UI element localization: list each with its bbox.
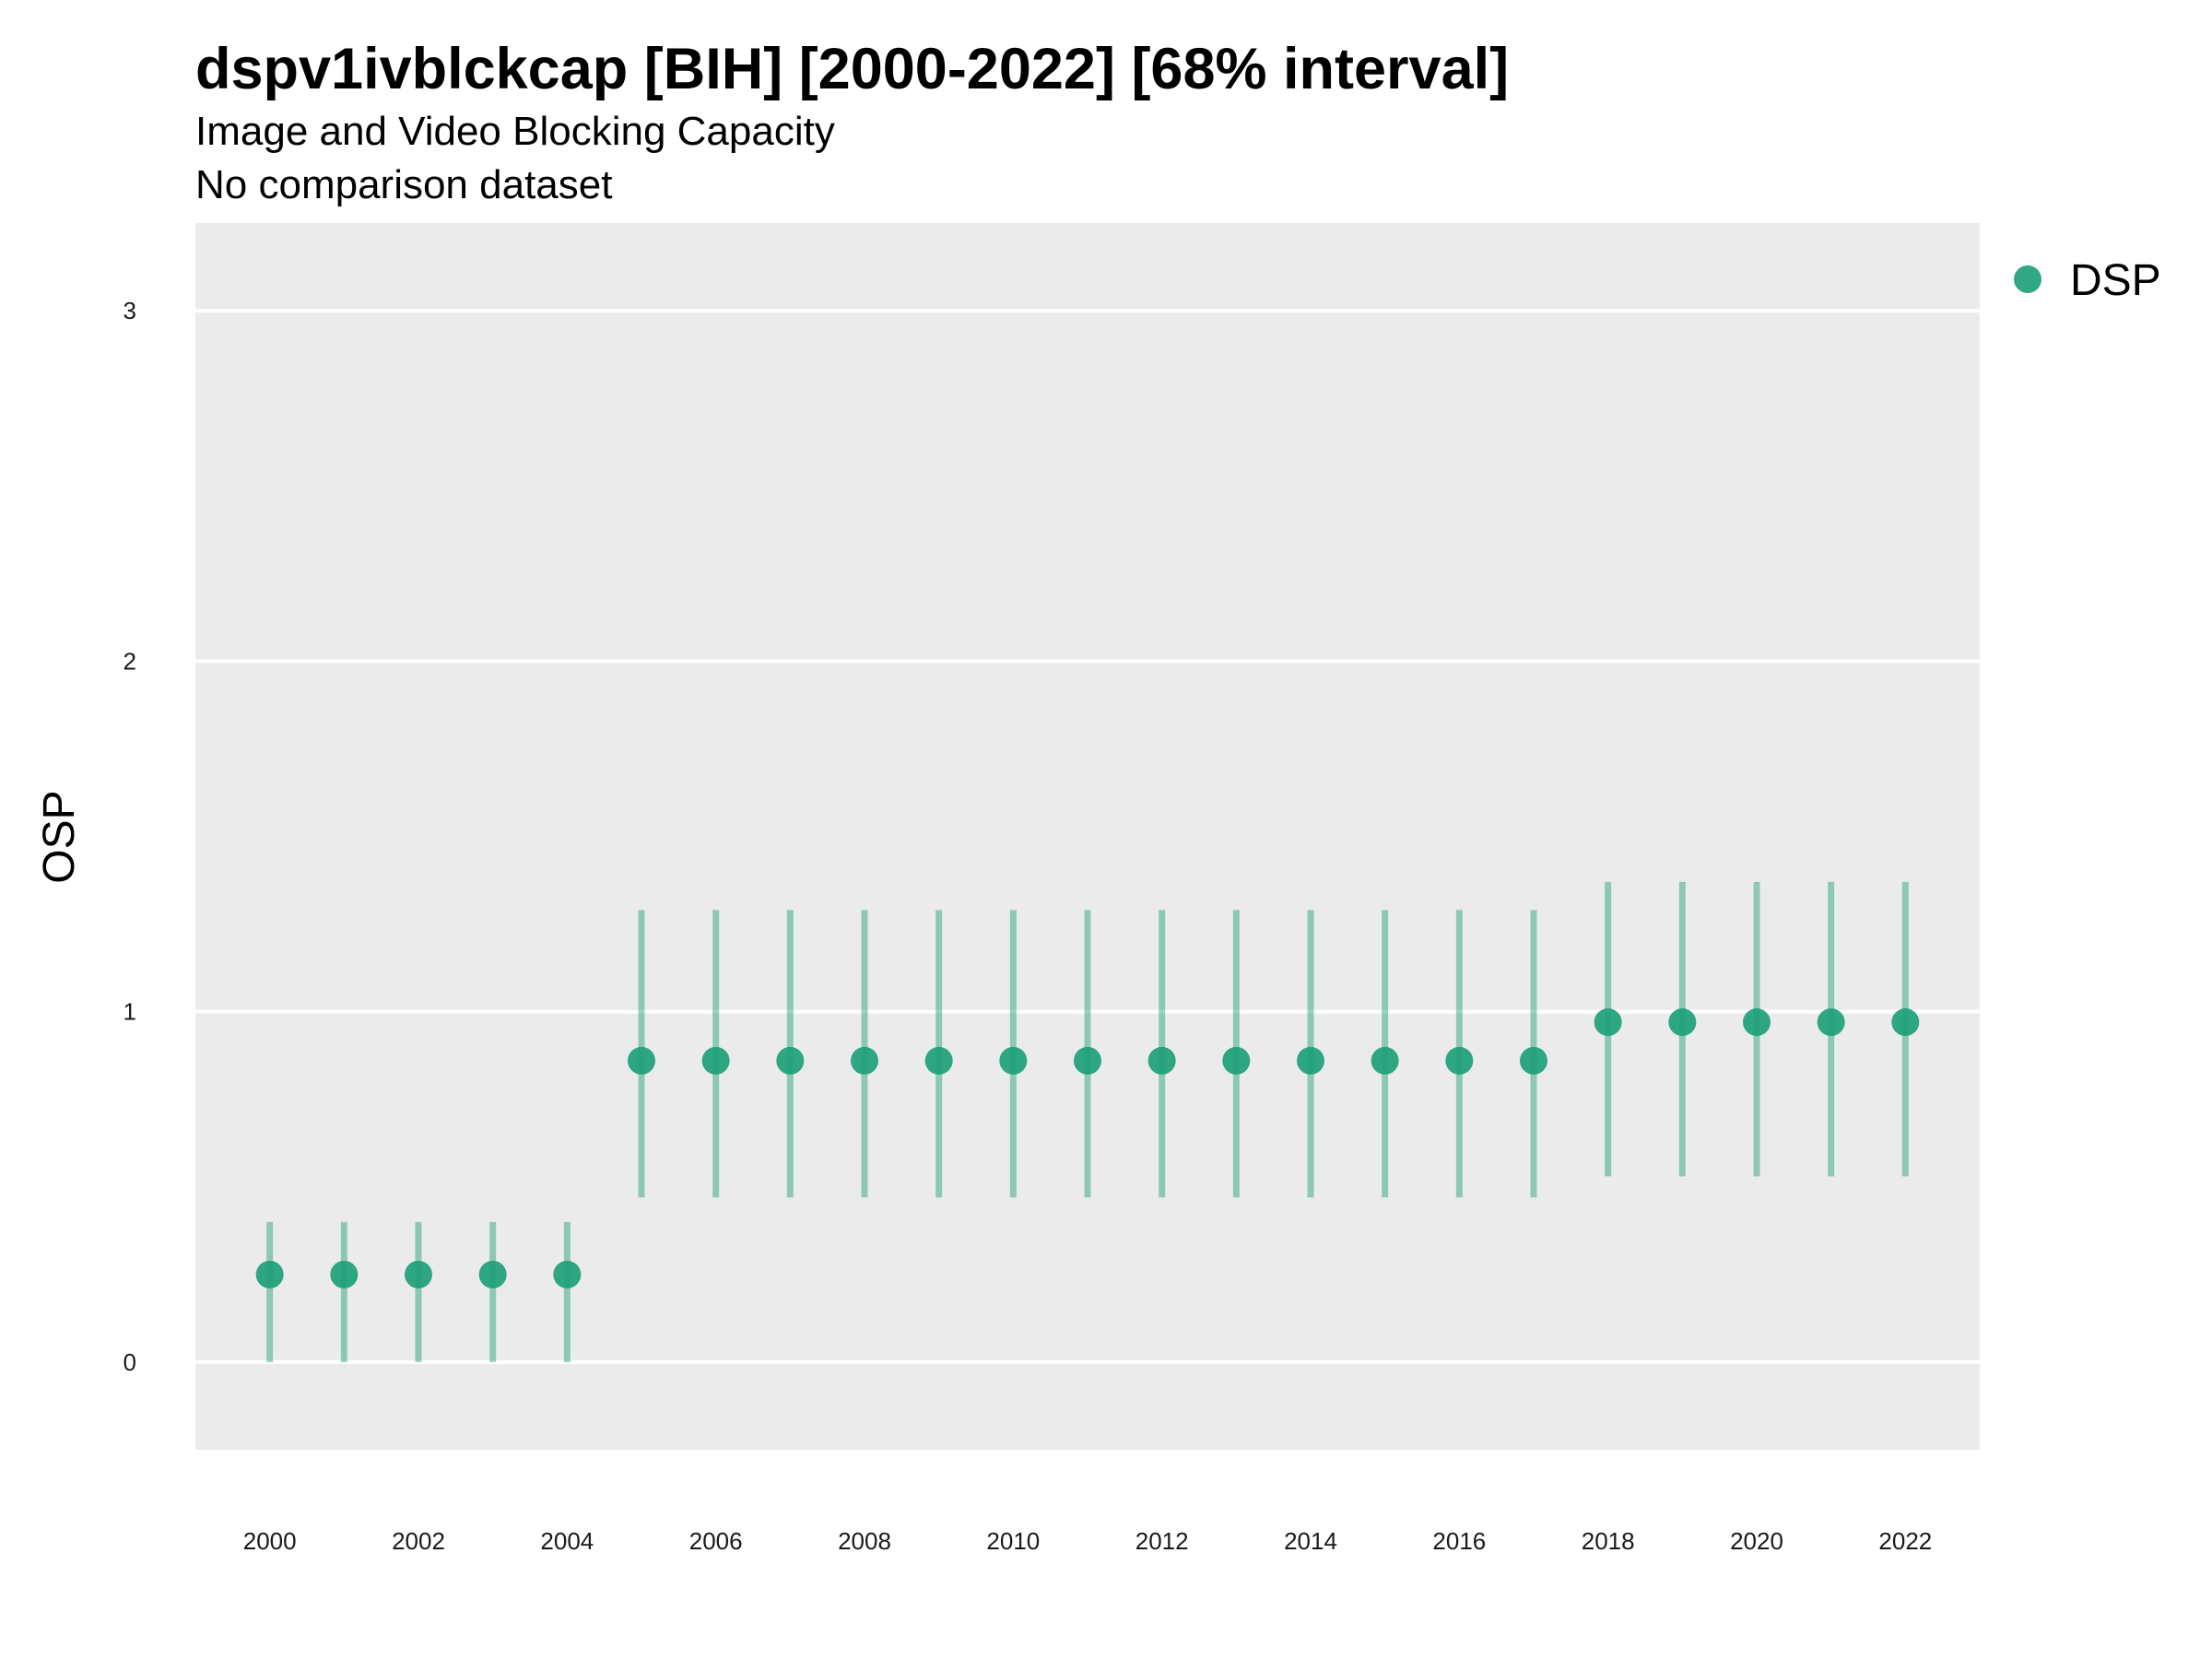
y-tick-labels: 0 1 2 3 [124,297,136,1376]
data-point [1445,1046,1474,1075]
data-point [999,1046,1028,1075]
x-tick-label: 2020 [1730,1527,1783,1555]
chart-caption: No comparison dataset [195,162,613,207]
data-point [701,1046,730,1075]
data-points [255,1008,1920,1288]
x-tick-labels: 2000 2002 2004 2006 2008 2010 2012 2014 2016 2018… [243,1527,1933,1555]
plot-panel [195,223,1980,1450]
x-tick-label: 2000 [243,1527,297,1555]
data-point [1891,1008,1920,1037]
y-tick-label: 3 [124,297,136,324]
data-point [924,1046,953,1075]
data-point [1147,1046,1176,1075]
y-tick-label: 0 [124,1348,136,1376]
chart-subtitle: Image and Video Blocking Capacity [195,109,835,154]
data-point [628,1046,655,1075]
x-tick-label: 2002 [392,1527,445,1555]
data-point [478,1260,507,1288]
data-point [1817,1008,1845,1037]
x-tick-label: 2016 [1432,1527,1486,1555]
data-point [553,1260,582,1288]
y-tick-label: 1 [124,998,136,1026]
x-tick-label: 2018 [1582,1527,1635,1555]
x-tick-label: 2014 [1284,1527,1337,1555]
x-tick-label: 2022 [1878,1527,1932,1555]
legend: DSP [2014,256,2161,305]
data-point [1222,1046,1251,1075]
data-point [1743,1008,1771,1037]
x-tick-label: 2010 [986,1527,1040,1555]
data-point [1297,1046,1324,1075]
x-tick-label: 2008 [838,1527,891,1555]
x-tick-label: 2012 [1135,1527,1189,1555]
y-tick-label: 2 [124,647,136,675]
data-point [255,1260,284,1288]
legend-dsp-marker [2014,265,2041,293]
data-point [1594,1008,1622,1037]
data-point [1668,1008,1697,1037]
grid-lines [195,309,1980,1364]
chart-title: dspv1ivblckcap [BIH] [2000-2022] [68% in… [195,37,1510,101]
data-point [405,1260,432,1288]
data-point [1074,1046,1101,1075]
data-point [776,1046,805,1075]
x-tick-label: 2004 [540,1527,594,1555]
data-point [851,1046,878,1075]
data-point [1371,1046,1399,1075]
legend-dsp-label: DSP [2070,256,2161,305]
data-point [330,1260,359,1288]
y-axis-title: OSP [35,790,84,883]
title-block: dspv1ivblckcap [BIH] [2000-2022] [68% in… [195,33,1509,212]
x-tick-label: 2006 [689,1527,743,1555]
data-point [1520,1046,1547,1075]
